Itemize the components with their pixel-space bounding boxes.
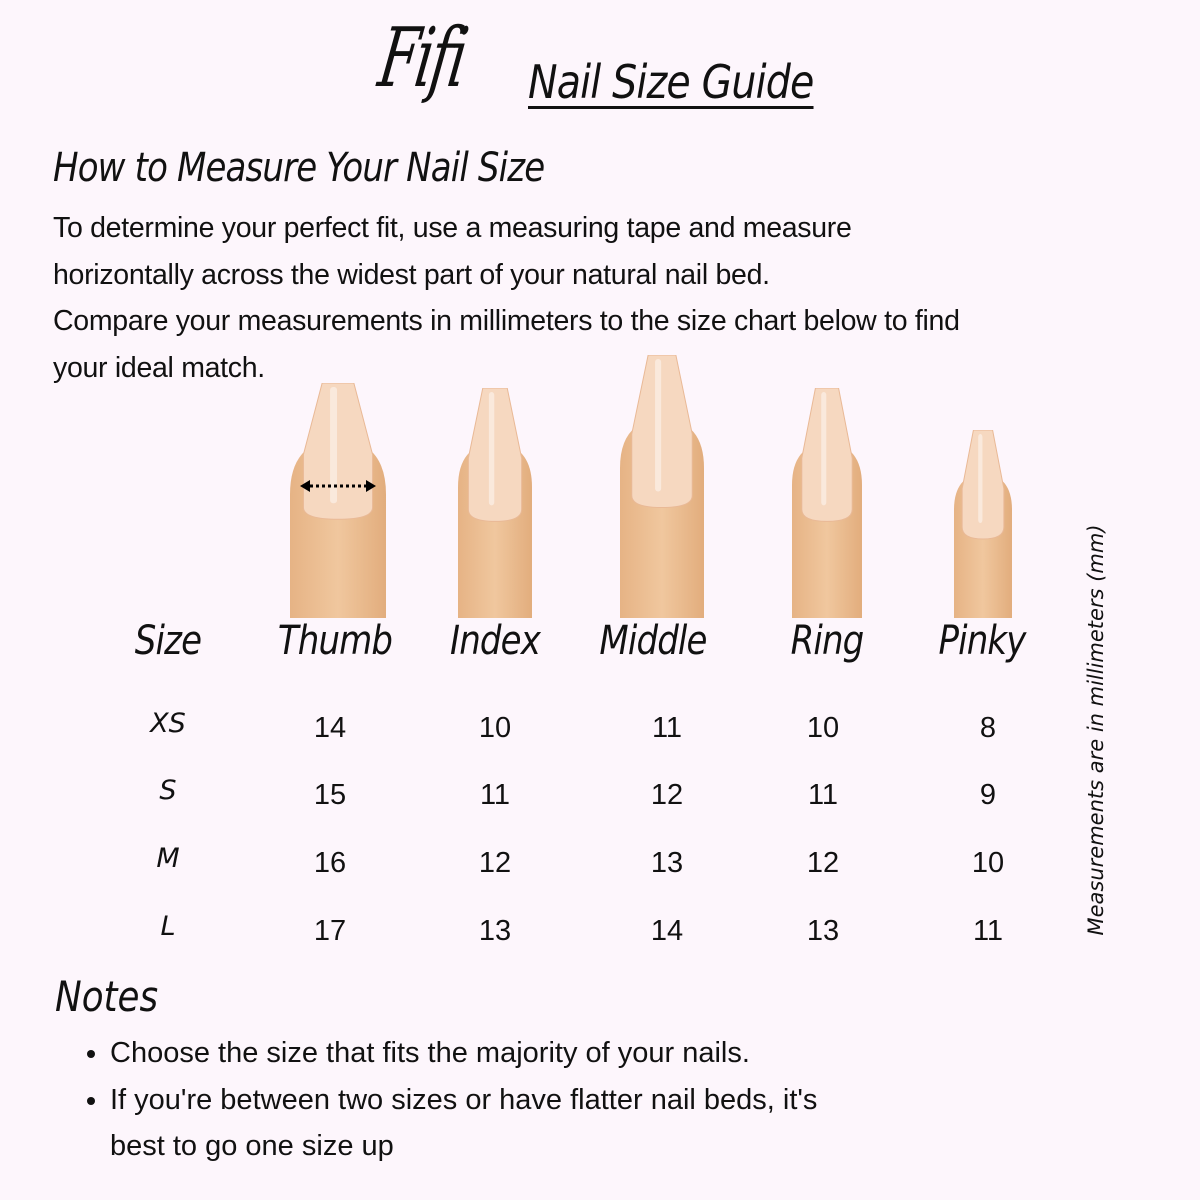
- page-title: Nail Size Guide: [528, 55, 814, 110]
- table-cell: 10: [478, 712, 512, 744]
- size-label: L: [160, 911, 176, 942]
- table-cell: 11: [807, 779, 839, 811]
- finger-ring: [792, 388, 862, 618]
- column-header-ring: Ring: [790, 618, 865, 664]
- table-cell: 13: [806, 915, 840, 947]
- howto-text: To determine your perfect fit, use a mea…: [53, 205, 1200, 391]
- column-header-middle: Middle: [599, 618, 707, 664]
- finger-thumb: [290, 383, 386, 618]
- table-cell: 15: [313, 779, 347, 811]
- howto-line: horizontally across the widest part of y…: [53, 258, 770, 291]
- finger-pinky: [954, 430, 1012, 618]
- table-cell: 10: [971, 847, 1005, 879]
- table-cell: 13: [650, 847, 684, 879]
- table-cell: 17: [313, 915, 347, 947]
- table-cell: 12: [650, 779, 684, 811]
- table-cell: 8: [979, 712, 997, 744]
- howto-line: Compare your measurements in millimeters…: [53, 305, 960, 337]
- size-label: M: [156, 843, 180, 874]
- table-cell: 12: [478, 847, 512, 879]
- table-cell: 11: [651, 712, 683, 744]
- notes-list: Choose the size that fits the majority o…: [82, 1030, 870, 1170]
- table-cell: 11: [972, 915, 1004, 947]
- table-cell: 12: [806, 847, 840, 879]
- table-cell: 14: [313, 712, 347, 744]
- brand-logo: Fifi: [373, 11, 472, 106]
- table-cell: 16: [313, 847, 347, 879]
- double-arrow-dotted-icon: [300, 480, 376, 492]
- table-cell: 13: [478, 915, 512, 947]
- finger-index: [458, 388, 532, 618]
- table-cell: 9: [979, 779, 997, 811]
- howto-line: your ideal match.: [53, 351, 265, 384]
- size-header: Size: [134, 618, 202, 664]
- note-item: If you're between two sizes or have flat…: [110, 1077, 870, 1170]
- unit-note: Measurements are in millimeters (mm): [1084, 524, 1108, 936]
- size-label: XS: [150, 708, 186, 739]
- column-header-thumb: Thumb: [277, 618, 393, 664]
- finger-middle: [620, 355, 704, 618]
- table-cell: 14: [650, 915, 684, 947]
- size-label: S: [159, 775, 177, 806]
- howto-heading: How to Measure Your Nail Size: [53, 145, 545, 191]
- table-cell: 10: [806, 712, 840, 744]
- table-cell: 11: [479, 779, 511, 811]
- note-item: Choose the size that fits the majority o…: [110, 1030, 870, 1077]
- notes-heading: Notes: [55, 972, 159, 1021]
- column-header-index: Index: [450, 618, 541, 664]
- howto-line: To determine your perfect fit, use a mea…: [53, 212, 852, 244]
- column-header-pinky: Pinky: [938, 618, 1026, 664]
